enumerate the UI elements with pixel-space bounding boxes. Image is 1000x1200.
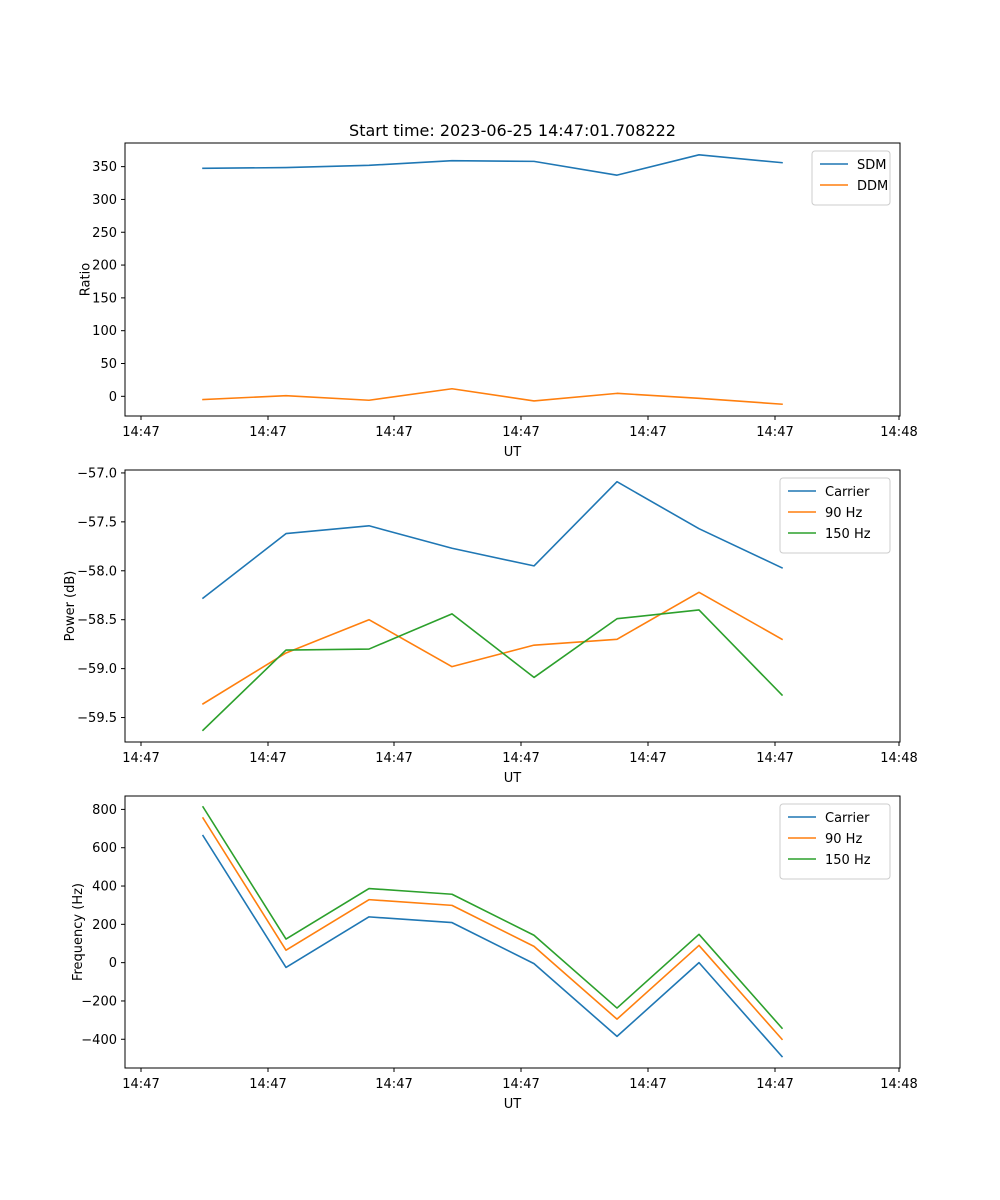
- ratio-series-line-1: [202, 387, 783, 406]
- legend-label: 150 Hz: [825, 527, 871, 542]
- x-tick-label: 14:47: [249, 1077, 286, 1092]
- x-tick-label: 14:47: [502, 751, 539, 766]
- y-tick-label: 800: [92, 803, 117, 818]
- x-tick-label: 14:47: [756, 751, 793, 766]
- x-tick-label: 14:47: [249, 425, 286, 440]
- y-tick-label: −400: [81, 1033, 117, 1048]
- x-tick-label: 14:47: [629, 751, 666, 766]
- x-tick-label: 14:47: [122, 425, 159, 440]
- y-tick-label: −57.5: [77, 515, 117, 530]
- x-tick-label: 14:47: [629, 425, 666, 440]
- frequency-x-axis-label: UT: [504, 1097, 522, 1112]
- x-tick-label: 14:47: [756, 1077, 793, 1092]
- x-tick-label: 14:47: [375, 425, 412, 440]
- frequency-series-line-1: [201, 816, 784, 1041]
- power-x-axis-label: UT: [504, 771, 522, 786]
- x-tick-label: 14:47: [249, 751, 286, 766]
- power-legend: Carrier 90 Hz 150 Hz: [779, 477, 891, 554]
- y-tick-label: 200: [92, 918, 117, 933]
- x-tick-label: 14:48: [880, 1077, 917, 1092]
- x-tick-label: 14:48: [880, 751, 917, 766]
- y-tick-label: −59.5: [77, 711, 117, 726]
- legend-label: 90 Hz: [825, 832, 862, 847]
- y-tick-label: −58.0: [77, 564, 117, 579]
- y-tick-label: −200: [81, 994, 117, 1009]
- x-tick-label: 14:47: [502, 1077, 539, 1092]
- legend-box: [779, 477, 891, 554]
- ratio-subplot: 14:47 14:47 14:47 14:47 14:47 14:47 14:48 0 50 10…: [79, 142, 918, 460]
- legend-label: 150 Hz: [825, 853, 871, 868]
- legend-label: SDM: [857, 158, 886, 173]
- ratio-x-axis-label: UT: [504, 445, 522, 460]
- legend-label: Carrier: [825, 485, 870, 500]
- y-tick-label: −59.0: [77, 662, 117, 677]
- x-tick-label: 14:47: [375, 751, 412, 766]
- frequency-subplot: 14:47 14:47 14:47 14:47 14:47 14:47 14:48 −400 −…: [71, 795, 918, 1112]
- ratio-y-axis-label: Ratio: [79, 263, 94, 296]
- y-tick-label: 600: [92, 841, 117, 856]
- power-y-axis-label: Power (dB): [63, 571, 78, 642]
- x-tick-label: 14:47: [375, 1077, 412, 1092]
- legend-label: 90 Hz: [825, 506, 862, 521]
- legend-box: [779, 803, 891, 880]
- y-tick-label: 250: [92, 226, 117, 241]
- y-tick-label: 150: [92, 291, 117, 306]
- frequency-legend: Carrier 90 Hz 150 Hz: [779, 803, 891, 880]
- frequency-series-line-0: [201, 834, 784, 1058]
- y-tick-label: 100: [92, 324, 117, 339]
- ratio-legend: SDM DDM: [811, 150, 891, 206]
- power-series-line-0: [201, 480, 784, 600]
- figure-title: Start time: 2023-06-25 14:47:01.708222: [349, 121, 676, 140]
- y-tick-label: 200: [92, 259, 117, 274]
- x-tick-label: 14:47: [502, 425, 539, 440]
- frequency-y-axis-label: Frequency (Hz): [71, 883, 86, 981]
- y-tick-label: 300: [92, 193, 117, 208]
- y-tick-label: −58.5: [77, 613, 117, 628]
- y-tick-label: 0: [109, 956, 117, 971]
- y-tick-label: 50: [100, 357, 117, 372]
- y-tick-label: 0: [109, 390, 117, 405]
- frequency-series-line-2: [201, 805, 784, 1030]
- y-tick-label: 400: [92, 880, 117, 895]
- legend-label: Carrier: [825, 811, 870, 826]
- power-subplot: 14:47 14:47 14:47 14:47 14:47 14:47 14:48 −59.5…: [63, 466, 918, 786]
- x-tick-label: 14:47: [629, 1077, 666, 1092]
- legend-label: DDM: [857, 179, 888, 194]
- power-series-line-2: [201, 609, 784, 732]
- y-tick-label: 350: [92, 160, 117, 175]
- ratio-axes-frame: [124, 142, 901, 417]
- power-axes-frame: [124, 469, 901, 743]
- frequency-axes-frame: [124, 795, 901, 1069]
- x-tick-label: 14:48: [880, 425, 917, 440]
- y-tick-label: −57.0: [77, 466, 117, 481]
- x-tick-label: 14:47: [122, 751, 159, 766]
- x-tick-label: 14:47: [756, 425, 793, 440]
- x-tick-label: 14:47: [122, 1077, 159, 1092]
- ratio-series-line-0: [202, 154, 783, 176]
- power-series-line-1: [201, 591, 784, 705]
